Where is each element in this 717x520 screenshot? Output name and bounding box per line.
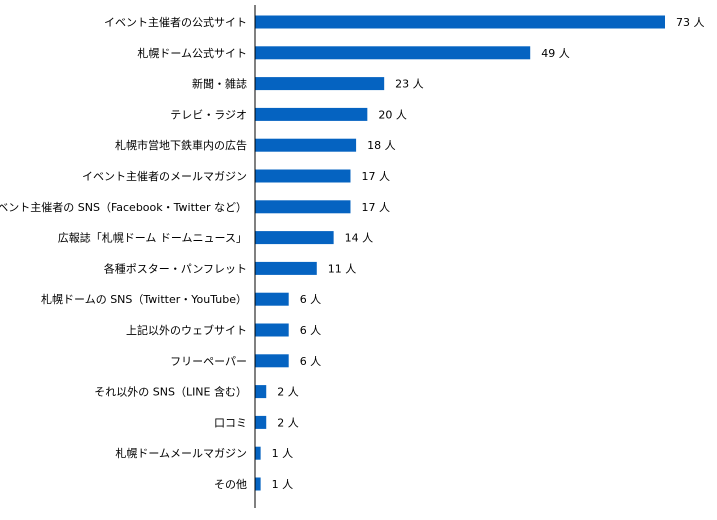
- bar-4: [255, 138, 357, 152]
- value-label-3: 20 人: [378, 108, 407, 121]
- category-label-14: 札幌ドームメールマガジン: [115, 446, 247, 460]
- value-label-2: 23 人: [395, 78, 424, 91]
- bar-11: [255, 354, 289, 368]
- value-label-7: 14 人: [345, 232, 374, 245]
- category-label-12: それ以外の SNS（LINE 含む）: [94, 385, 247, 399]
- bar-7: [255, 231, 334, 245]
- category-label-7: 広報誌「札幌ドーム ドームニュース」: [58, 231, 247, 245]
- value-label-5: 17 人: [361, 170, 390, 183]
- value-label-12: 2 人: [277, 386, 299, 399]
- bar-14: [255, 446, 261, 460]
- bar-1: [255, 46, 531, 60]
- bar-0: [255, 15, 665, 29]
- bar-12: [255, 385, 267, 399]
- value-label-9: 6 人: [300, 293, 322, 306]
- category-label-3: テレビ・ラジオ: [170, 108, 247, 121]
- value-label-13: 2 人: [277, 416, 299, 429]
- bar-8: [255, 261, 317, 275]
- category-label-10: 上記以外のウェブサイト: [126, 323, 247, 337]
- category-label-9: 札幌ドームの SNS（Twitter・YouTube）: [41, 292, 247, 306]
- value-label-0: 73 人: [676, 16, 705, 29]
- value-label-10: 6 人: [300, 324, 322, 337]
- bar-5: [255, 169, 351, 183]
- bar-9: [255, 292, 289, 306]
- value-label-11: 6 人: [300, 355, 322, 368]
- value-labels-layer: 73 人 49 人 23 人 20 人 18 人 17 人 17 人 14 人 11 人 6 人 6…: [272, 16, 705, 491]
- category-label-4: 札幌市営地下鉄車内の広告: [115, 138, 247, 152]
- value-label-8: 11 人: [328, 262, 357, 275]
- category-label-8: 各種ポスター・パンフレット: [104, 261, 247, 275]
- category-label-11: フリーペーパー: [170, 355, 247, 368]
- bar-3: [255, 107, 368, 121]
- bar-2: [255, 77, 385, 91]
- bars-layer: [255, 15, 665, 491]
- value-label-14: 1 人: [272, 447, 294, 460]
- bar-10: [255, 323, 289, 337]
- category-label-13: 口コミ: [214, 416, 247, 429]
- category-label-2: 新聞・雑誌: [192, 77, 247, 91]
- category-label-5: イベント主催者のメールマガジン: [82, 169, 247, 183]
- value-label-1: 49 人: [541, 47, 570, 60]
- value-label-6: 17 人: [361, 201, 390, 214]
- bar-13: [255, 415, 267, 429]
- value-label-15: 1 人: [272, 478, 294, 491]
- category-label-1: 札幌ドーム公式サイト: [137, 46, 247, 60]
- category-labels-layer: イベント主催者の公式サイト札幌ドーム公式サイト新聞・雑誌テレビ・ラジオ札幌市営地…: [0, 15, 247, 491]
- bar-6: [255, 200, 351, 214]
- category-label-6: イベント主催者の SNS（Facebook・Twitter など）: [0, 200, 247, 214]
- bar-15: [255, 477, 261, 491]
- category-label-0: イベント主催者の公式サイト: [104, 15, 247, 29]
- value-label-4: 18 人: [367, 139, 396, 152]
- category-label-15: その他: [214, 478, 247, 491]
